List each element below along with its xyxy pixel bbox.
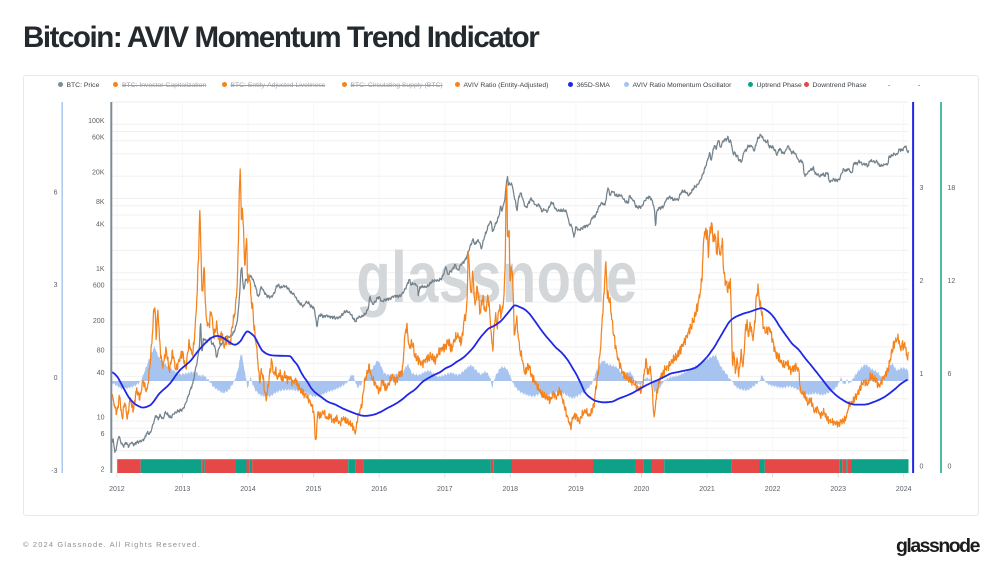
svg-text:2020: 2020 (634, 486, 650, 493)
svg-text:2013: 2013 (175, 486, 191, 493)
svg-text:4K: 4K (96, 222, 105, 229)
svg-text:0: 0 (948, 464, 952, 471)
svg-text:2017: 2017 (437, 486, 453, 493)
svg-text:2024: 2024 (896, 486, 912, 493)
svg-text:6: 6 (101, 431, 105, 438)
svg-text:2015: 2015 (306, 486, 322, 493)
svg-text:2022: 2022 (765, 486, 781, 493)
svg-text:600: 600 (93, 283, 105, 290)
svg-text:2018: 2018 (503, 486, 519, 493)
svg-text:2: 2 (101, 467, 105, 474)
svg-text:2023: 2023 (830, 486, 846, 493)
svg-text:3: 3 (54, 282, 58, 289)
svg-text:2016: 2016 (371, 486, 387, 493)
svg-text:-3: -3 (51, 468, 57, 475)
svg-text:3: 3 (920, 185, 924, 192)
svg-text:18: 18 (948, 185, 956, 192)
svg-text:80: 80 (97, 348, 105, 355)
svg-text:12: 12 (948, 278, 956, 285)
svg-text:0: 0 (920, 464, 924, 471)
svg-text:40: 40 (97, 370, 105, 377)
svg-text:100K: 100K (88, 118, 105, 125)
svg-text:6: 6 (948, 371, 952, 378)
svg-text:6: 6 (54, 190, 58, 197)
svg-text:2014: 2014 (240, 486, 256, 493)
svg-text:2: 2 (920, 278, 924, 285)
svg-text:20K: 20K (92, 170, 105, 177)
svg-text:2021: 2021 (699, 486, 715, 493)
svg-text:2012: 2012 (109, 486, 125, 493)
svg-text:1: 1 (920, 371, 924, 378)
svg-text:60K: 60K (92, 134, 105, 141)
svg-text:8K: 8K (96, 199, 105, 206)
svg-text:0: 0 (54, 375, 58, 382)
svg-text:10: 10 (97, 415, 105, 422)
svg-text:glassnode: glassnode (356, 237, 637, 317)
svg-text:2019: 2019 (568, 486, 584, 493)
svg-text:1K: 1K (96, 266, 105, 273)
svg-text:200: 200 (93, 318, 105, 325)
